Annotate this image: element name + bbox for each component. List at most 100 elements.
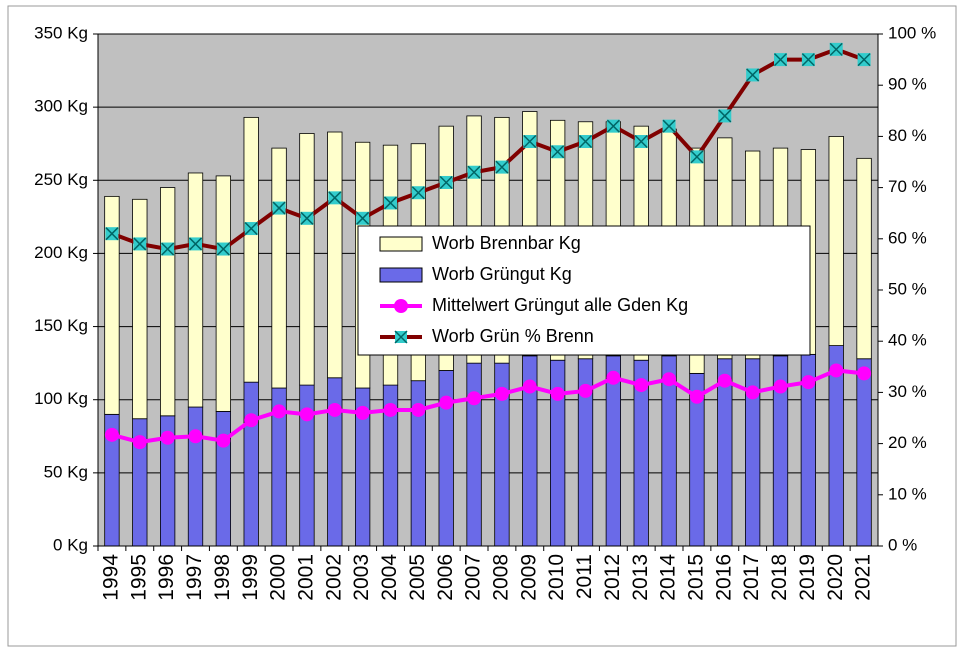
line-marker <box>383 402 398 417</box>
x-tick-label: 2008 <box>489 554 512 601</box>
bar <box>299 133 315 386</box>
y2-tick-label: 0 % <box>888 535 917 554</box>
line-marker-cross <box>133 237 147 251</box>
line-marker <box>773 379 788 394</box>
y-tick-label: 300 Kg <box>34 97 88 116</box>
y2-tick-label: 60 % <box>888 228 927 247</box>
line-marker-cross <box>328 191 342 205</box>
legend-label: Worb Brennbar Kg <box>432 233 581 253</box>
legend-label: Worb Grüngut Kg <box>432 264 572 284</box>
y2-tick-label: 50 % <box>888 279 927 298</box>
line-marker <box>857 366 872 381</box>
bar <box>215 175 232 412</box>
line-marker-cross <box>188 237 203 251</box>
x-tick-label: 2000 <box>267 554 290 601</box>
y2-tick-label: 100 % <box>888 23 936 42</box>
y-tick-label: 100 Kg <box>34 389 88 408</box>
line-marker <box>522 379 537 394</box>
line-marker <box>439 395 454 410</box>
x-tick-label: 2014 <box>657 554 680 601</box>
lines <box>104 42 872 450</box>
line-marker <box>160 430 175 445</box>
line-marker <box>216 433 231 448</box>
bar <box>215 411 232 547</box>
x-tick-label: 1998 <box>211 554 234 601</box>
x-tick-label: 2005 <box>406 554 429 601</box>
x-tick-label: 1995 <box>127 554 150 601</box>
bar <box>187 172 204 408</box>
legend-label: Worb Grün % Brenn <box>432 326 594 346</box>
line-marker-cross <box>523 134 537 149</box>
line-marker-cross <box>439 175 453 190</box>
x-tick-label: 1996 <box>155 554 178 601</box>
line-marker-cross <box>829 42 843 56</box>
bar <box>243 116 259 383</box>
line-marker-cross <box>746 68 760 82</box>
line-marker-cross <box>272 201 286 215</box>
line-marker-cross <box>773 53 788 67</box>
line-marker-cross <box>606 119 620 133</box>
line-marker-cross <box>383 196 398 210</box>
x-tick-label: 2003 <box>350 554 373 601</box>
line-marker-cross <box>578 134 593 149</box>
line-marker <box>104 427 119 442</box>
bar <box>243 381 259 547</box>
line-marker <box>411 402 426 417</box>
line-marker-cross <box>467 165 481 179</box>
legend-label: Mittelwert Grüngut alle Gden Kg <box>432 295 688 315</box>
legend: Worb Brennbar Kg Worb Grüngut Kg Mittelwer… <box>357 225 811 356</box>
line <box>111 47 865 252</box>
line-marker <box>829 363 844 378</box>
line-marker <box>299 407 314 422</box>
y2-tick-label: 70 % <box>888 177 927 196</box>
line-marker-cross <box>801 53 815 67</box>
line-marker <box>689 389 704 404</box>
bar <box>104 195 120 415</box>
line-marker-cross <box>216 242 230 256</box>
x-tick-label: 2001 <box>294 554 317 601</box>
x-tick-label: 1997 <box>183 554 206 601</box>
bar <box>271 147 287 389</box>
bar <box>856 358 872 547</box>
legend-box <box>357 225 811 356</box>
line-marker-cross <box>495 160 509 174</box>
bar <box>132 198 148 420</box>
y2-tick-label: 10 % <box>888 484 927 503</box>
legend-marker <box>394 299 408 313</box>
bar <box>856 157 872 360</box>
y-tick-label: 50 Kg <box>44 462 88 481</box>
x-tick-label: 2012 <box>601 554 624 601</box>
bar <box>828 135 844 346</box>
line-marker <box>717 373 732 388</box>
line-marker-cross <box>356 211 370 225</box>
line-marker <box>662 372 677 387</box>
line-marker <box>745 385 760 400</box>
line-marker-cross <box>161 242 175 256</box>
line-marker <box>494 386 509 401</box>
line-marker <box>244 413 259 428</box>
x-tick-label: 2019 <box>796 554 819 601</box>
legend-swatch <box>379 236 423 252</box>
line-marker-cross <box>662 119 676 133</box>
x-tick-label: 1994 <box>99 554 122 601</box>
line <box>111 368 865 445</box>
line-marker <box>327 402 342 417</box>
y2-tick-label: 80 % <box>888 126 927 145</box>
x-tick-label: 2006 <box>434 554 457 601</box>
line-marker <box>578 383 593 398</box>
x-tick-label: 2009 <box>517 554 540 601</box>
y2-tick-label: 40 % <box>888 331 927 350</box>
y-tick-label: 0 Kg <box>53 535 88 554</box>
line-marker-cross <box>634 134 648 149</box>
x-tick-label: 2016 <box>712 554 735 601</box>
x-tick-label: 2013 <box>629 554 652 601</box>
y2-tick-label: 90 % <box>888 75 927 94</box>
x-tick-label: 2015 <box>684 554 707 601</box>
x-tick-label: 2021 <box>852 554 875 601</box>
line-marker <box>634 378 649 393</box>
line-marker-cross <box>244 222 258 236</box>
y-tick-label: 200 Kg <box>34 243 88 262</box>
x-tick-label: 2017 <box>740 554 763 601</box>
x-tick-label: 2020 <box>824 554 847 601</box>
